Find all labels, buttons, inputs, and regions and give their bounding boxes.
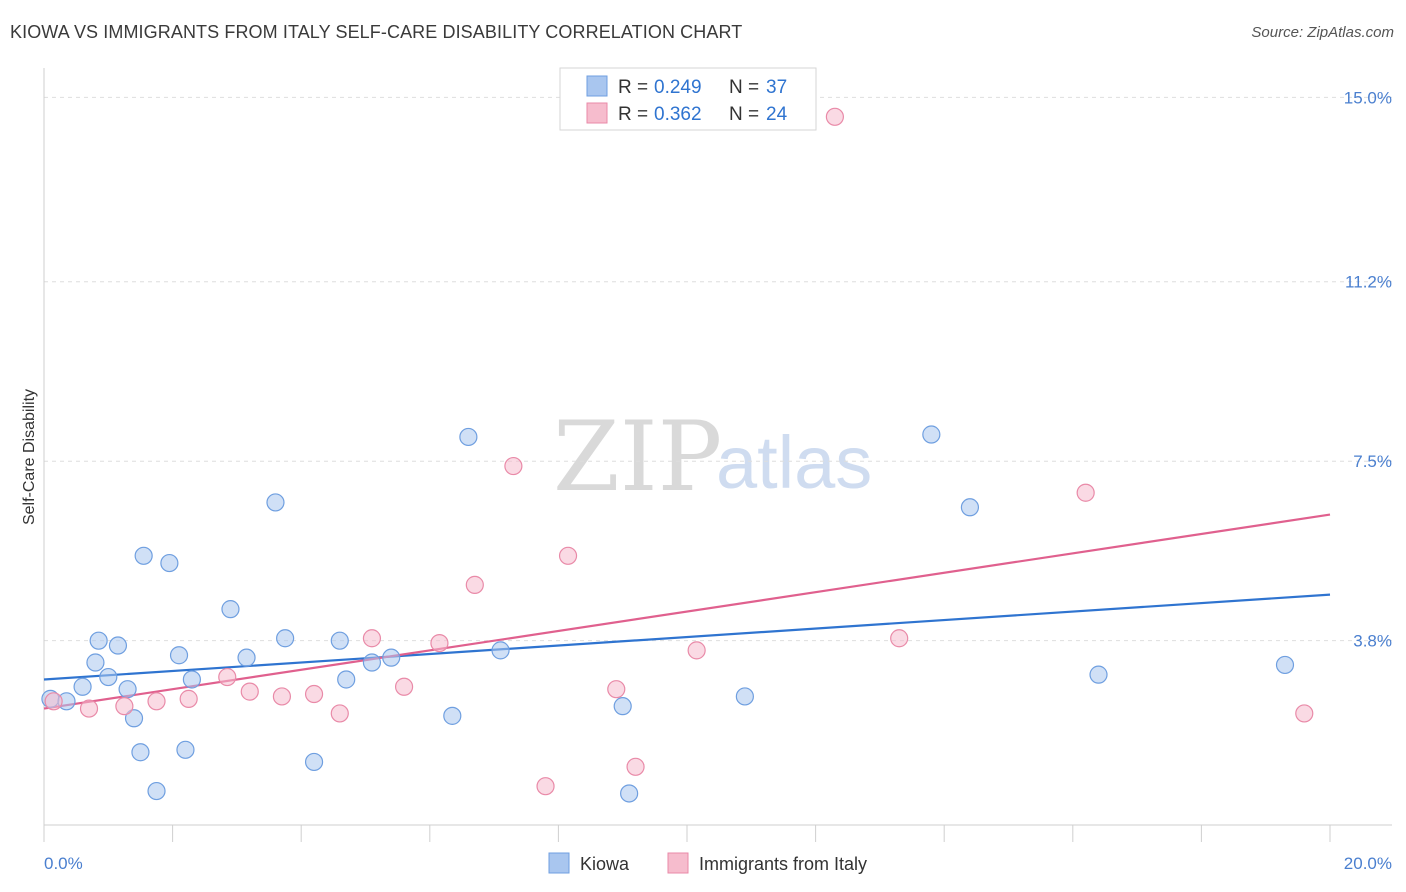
data-point	[443, 706, 462, 725]
data-point	[272, 687, 292, 706]
data-point	[459, 427, 478, 447]
data-point	[304, 752, 324, 772]
y-tick-label: 3.8%	[1353, 632, 1392, 651]
legend-swatch	[548, 852, 570, 874]
data-point	[825, 107, 844, 126]
data-point	[99, 667, 118, 687]
data-point	[266, 493, 285, 512]
stat-n-label: N =	[729, 104, 759, 125]
data-point	[134, 546, 153, 565]
stats-legend: R = 0.249 N = 37 R = 0.362 N = 24	[559, 67, 817, 131]
data-point	[1275, 655, 1295, 675]
data-point	[147, 692, 166, 711]
data-point	[735, 687, 754, 706]
y-axis-label: Self-Care Disability	[21, 389, 38, 525]
data-point	[304, 684, 324, 704]
stat-r-value: 0.249	[654, 77, 702, 98]
y-tick-label: 7.5%	[1353, 452, 1392, 471]
data-point	[73, 677, 92, 696]
data-point	[626, 757, 645, 776]
data-point	[922, 425, 941, 444]
trend-line	[43, 593, 1331, 681]
stat-n-label: N =	[729, 77, 759, 98]
chart-title: KIOWA VS IMMIGRANTS FROM ITALY SELF-CARE…	[10, 22, 743, 42]
data-point	[362, 653, 382, 672]
data-point	[169, 646, 189, 665]
y-tick-label: 15.0%	[1344, 88, 1392, 107]
data-point	[960, 498, 980, 517]
data-point	[890, 629, 909, 648]
data-point	[613, 697, 632, 716]
data-point	[124, 709, 144, 728]
data-point	[607, 680, 626, 699]
watermark-atlas: atlas	[716, 421, 872, 504]
x-tick-label: 0.0%	[44, 854, 83, 873]
data-point	[108, 636, 128, 655]
data-point	[89, 631, 108, 650]
legend-label: Kiowa	[580, 854, 630, 874]
data-point	[558, 546, 578, 565]
data-point	[1076, 483, 1095, 502]
stat-n-value: 24	[766, 104, 788, 125]
stat-r-value: 0.362	[654, 104, 702, 125]
legend-item-1[interactable]: Immigrants from Italy	[667, 852, 867, 874]
data-point	[330, 631, 349, 650]
data-point	[362, 629, 382, 648]
grid-lines	[44, 96, 1392, 642]
data-point	[86, 653, 105, 672]
watermark: ZIP atlas	[553, 401, 872, 513]
stat-r-label: R =	[618, 77, 648, 98]
stats-swatch	[586, 75, 608, 97]
data-point	[504, 456, 523, 476]
data-point	[1295, 704, 1314, 723]
stat-n-value: 37	[766, 77, 787, 98]
data-point	[115, 697, 134, 716]
stat-r-label: R =	[618, 104, 648, 125]
data-point	[687, 641, 706, 660]
x-tick-label: 20.0%	[1344, 854, 1392, 873]
data-point	[131, 743, 150, 762]
series-legend: Kiowa Immigrants from Italy	[548, 852, 867, 874]
source-credit: Source: ZipAtlas.com	[1251, 24, 1394, 41]
data-point	[330, 704, 349, 723]
legend-item-0[interactable]: Kiowa	[548, 852, 630, 874]
trend-line	[43, 513, 1331, 710]
data-point	[182, 670, 201, 689]
data-point	[118, 680, 137, 699]
watermark-zip: ZIP	[553, 401, 722, 513]
data-point	[176, 740, 195, 759]
legend-swatch	[667, 852, 689, 874]
data-point	[382, 648, 401, 667]
series-0-points	[41, 425, 1295, 803]
data-point	[394, 677, 414, 696]
data-point	[79, 699, 99, 718]
data-point	[491, 641, 510, 660]
data-point	[620, 784, 639, 803]
source-link[interactable]: ZipAtlas.com	[1307, 24, 1394, 41]
data-point	[240, 682, 259, 701]
data-point	[179, 689, 198, 708]
data-point	[1089, 665, 1108, 684]
data-point	[237, 648, 256, 667]
data-points	[41, 107, 1314, 803]
data-point	[160, 553, 179, 573]
y-tick-label: 11.2%	[1345, 273, 1392, 292]
data-point	[430, 634, 449, 653]
series-1-points	[44, 107, 1314, 796]
data-point	[44, 692, 63, 711]
data-point	[276, 629, 295, 648]
source-prefix: Source:	[1251, 24, 1308, 41]
data-point	[465, 575, 484, 594]
data-point	[218, 667, 237, 687]
data-point	[337, 670, 356, 689]
trend-lines	[43, 513, 1331, 710]
stats-swatch	[586, 102, 608, 124]
data-point	[221, 600, 240, 619]
legend-label: Immigrants from Italy	[699, 854, 867, 874]
data-point	[147, 781, 166, 801]
data-point	[536, 777, 555, 796]
tick-labels: 3.8% 7.5% 11.2% 15.0% 0.0% 20.0%	[44, 88, 1392, 873]
